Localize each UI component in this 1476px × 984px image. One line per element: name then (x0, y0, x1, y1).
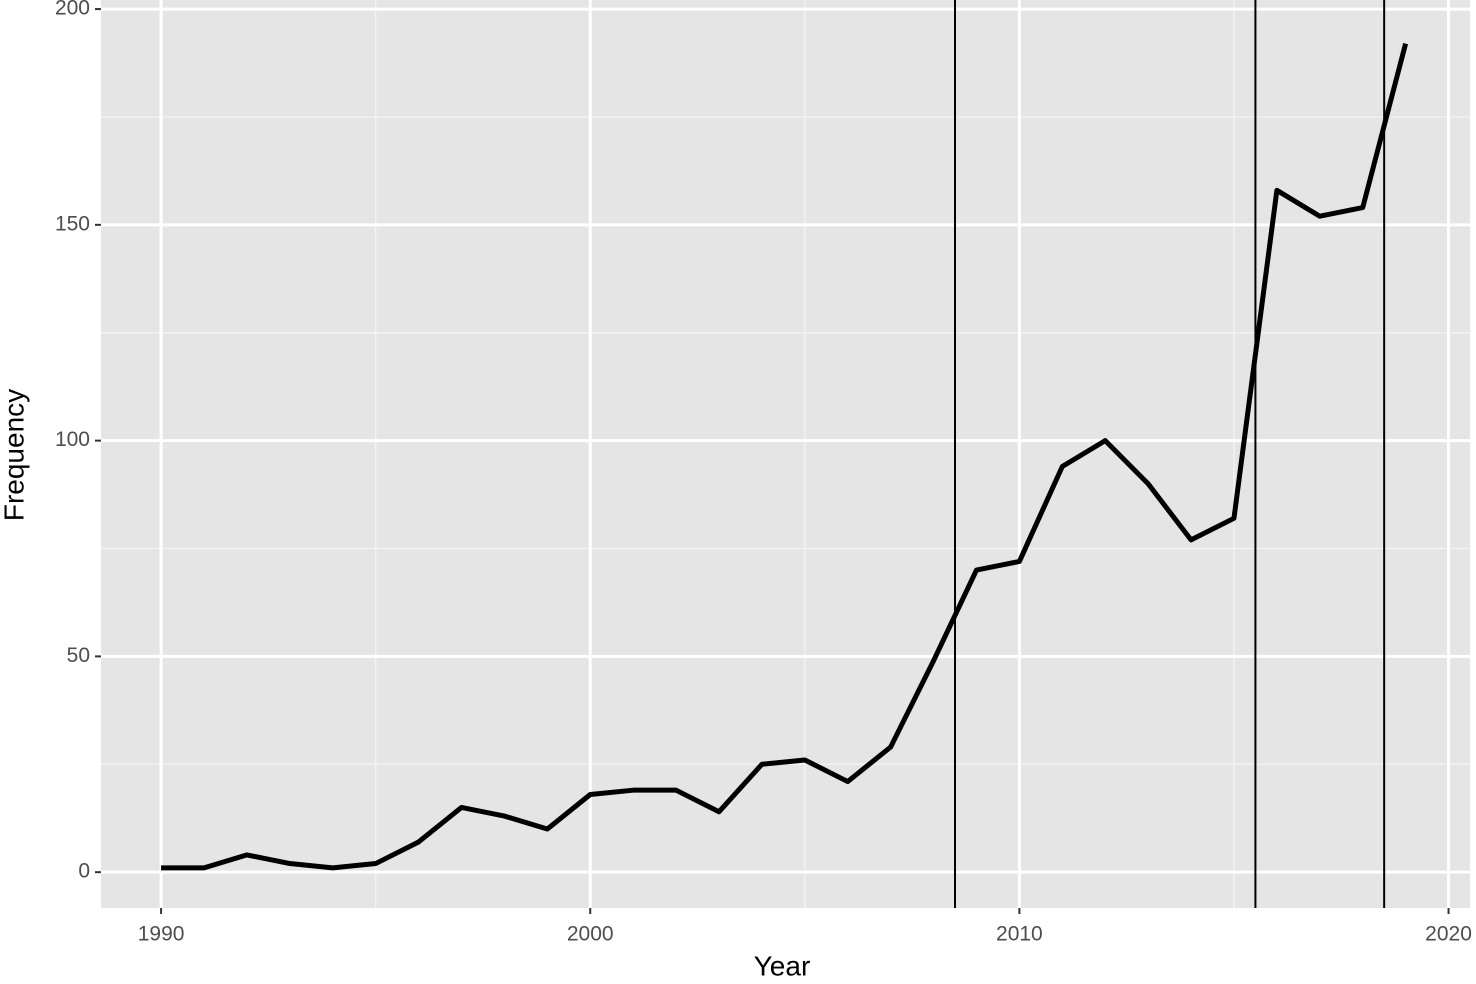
x-tick-label: 1990 (138, 923, 185, 946)
y-tick-label: 50 (67, 644, 90, 667)
line (161, 42, 1409, 871)
x-tick-label: 2020 (1425, 923, 1472, 946)
x-axis-title: Year (754, 950, 811, 981)
y-tick-label: 0 (78, 860, 90, 883)
y-tick-label: 200 (55, 0, 90, 20)
x-tick-label: 2000 (567, 923, 614, 946)
x-tick-label: 2010 (996, 923, 1043, 946)
y-tick-label: 100 (55, 428, 90, 451)
panel (101, 0, 1470, 908)
y-tick-label: 150 (55, 212, 90, 235)
y-axis-title: Frequency (0, 389, 29, 521)
